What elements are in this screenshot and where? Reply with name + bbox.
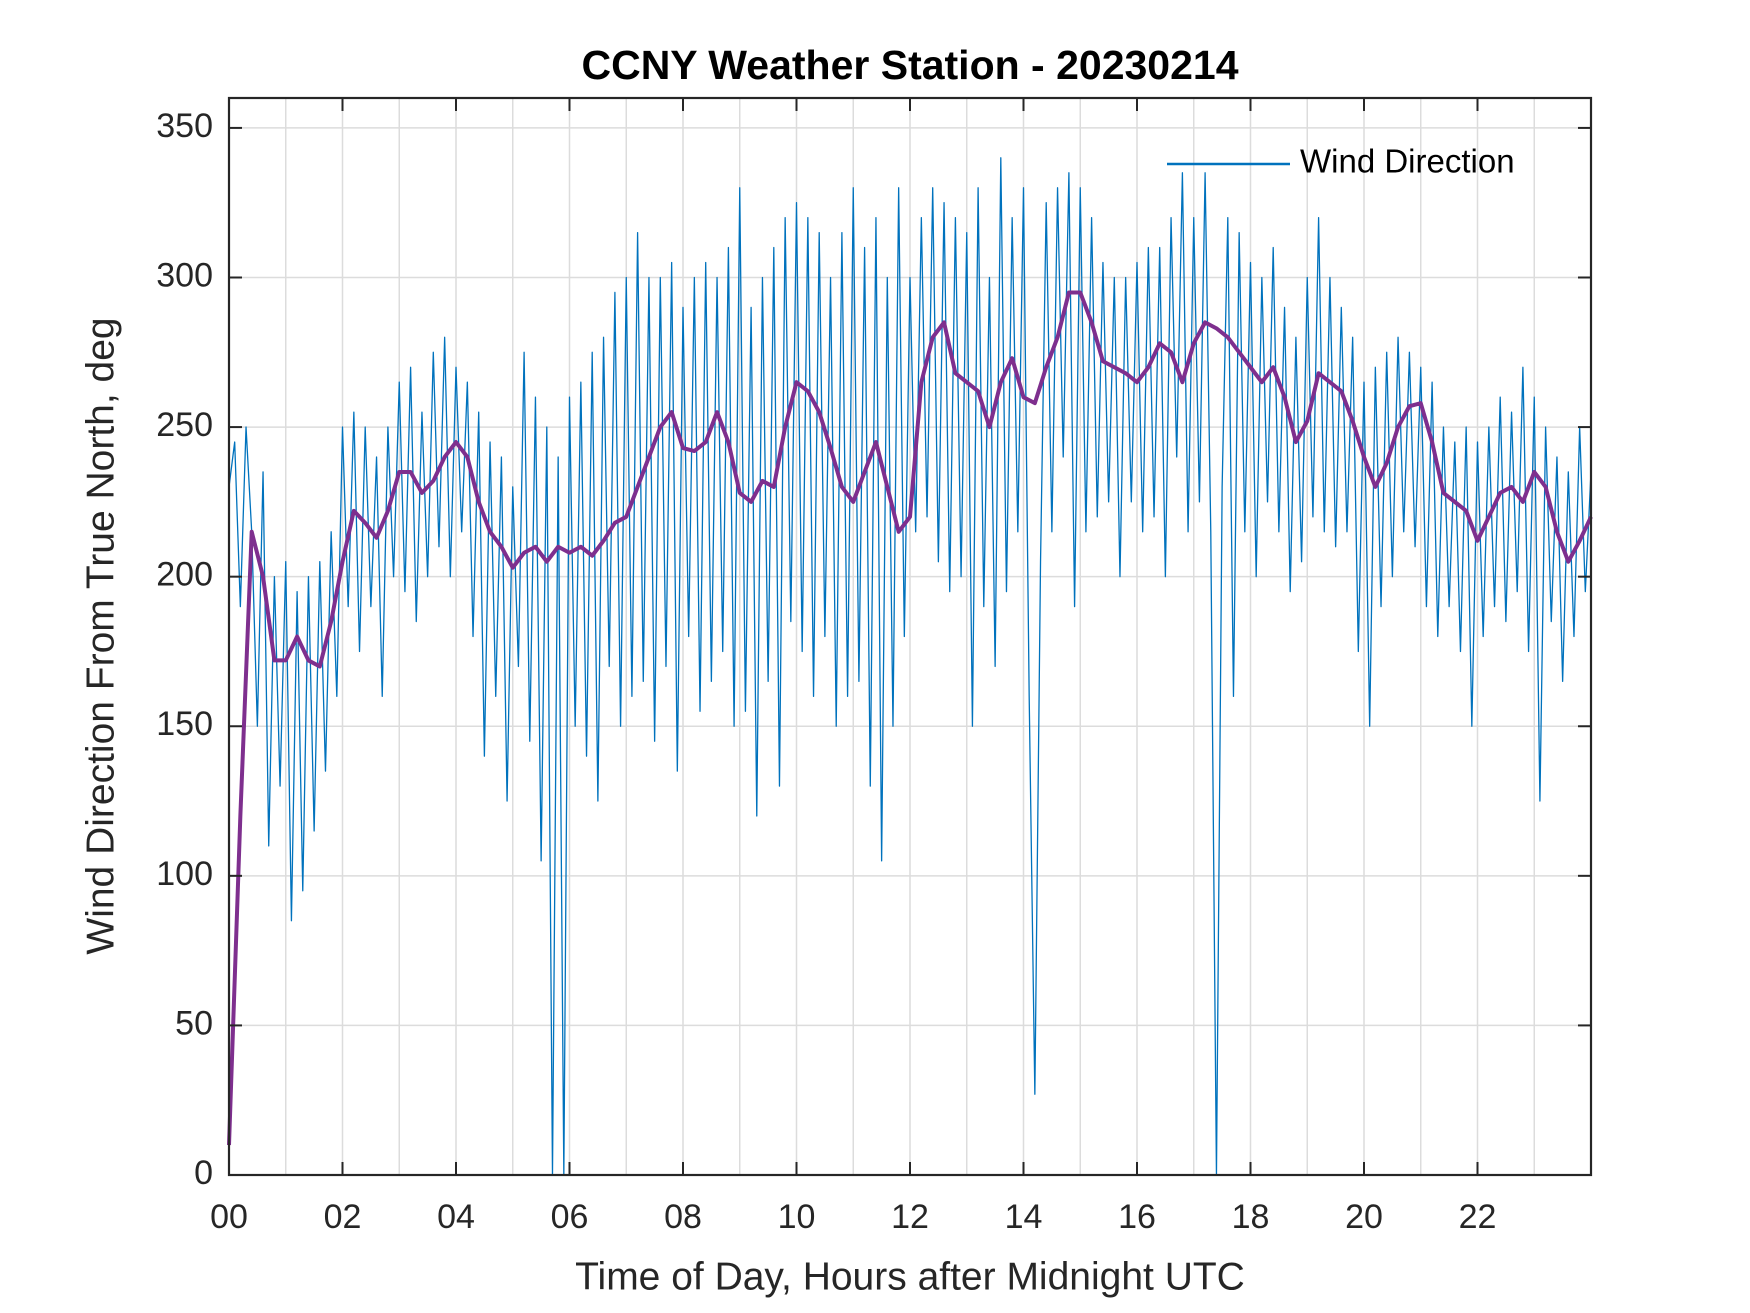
x-tick-label: 14 — [1005, 1198, 1043, 1236]
x-tick-label: 06 — [551, 1198, 589, 1236]
x-tick-label: 08 — [664, 1198, 702, 1236]
legend-label: Wind Direction — [1300, 143, 1515, 180]
line-series — [227, 290, 1593, 1146]
chart-title: CCNY Weather Station - 20230214 — [581, 42, 1238, 88]
x-axis-label: Time of Day, Hours after Midnight UTC — [575, 1255, 1245, 1298]
y-tick-label: 50 — [175, 1004, 213, 1042]
x-tick-label: 04 — [437, 1198, 475, 1236]
y-tick-label: 350 — [156, 107, 213, 145]
y-tick-label: 300 — [156, 256, 213, 294]
y-axis-label: Wind Direction From True North, deg — [79, 317, 122, 954]
x-tick-label: 00 — [210, 1198, 248, 1236]
y-tick-label: 100 — [156, 855, 213, 893]
x-tick-label: 20 — [1345, 1198, 1383, 1236]
y-tick-label: 0 — [194, 1154, 213, 1192]
y-tick-label: 250 — [156, 406, 213, 444]
line-series — [228, 157, 1592, 1176]
x-tick-label: 22 — [1459, 1198, 1497, 1236]
x-tick-label: 16 — [1118, 1198, 1156, 1236]
x-tick-label: 12 — [891, 1198, 929, 1236]
x-tick-label: 18 — [1232, 1198, 1270, 1236]
y-tick-label: 200 — [156, 556, 213, 594]
x-tick-label: 02 — [324, 1198, 362, 1236]
y-tick-label: 150 — [156, 705, 213, 743]
x-tick-label: 10 — [778, 1198, 816, 1236]
